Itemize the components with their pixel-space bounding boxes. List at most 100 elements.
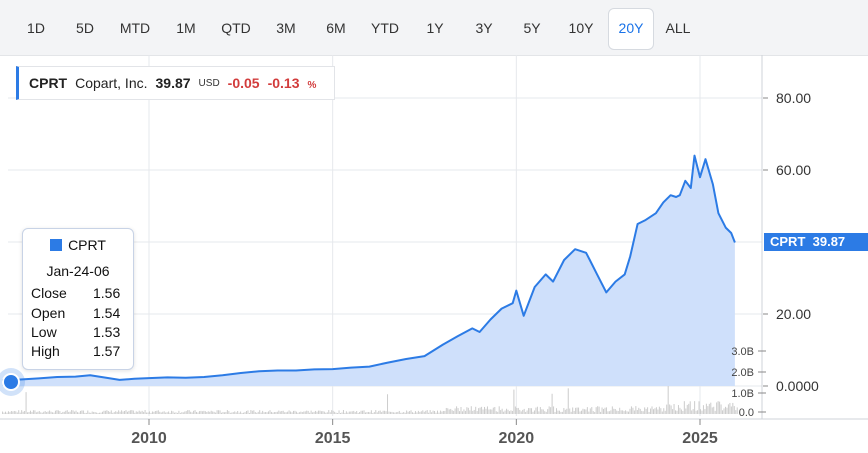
- volume-tick-label: 3.0B: [731, 346, 754, 358]
- volume-bar: [18, 410, 20, 414]
- volume-bar: [87, 410, 89, 414]
- volume-bar: [576, 407, 578, 414]
- volume-bar: [488, 409, 490, 414]
- volume-bar: [194, 410, 196, 414]
- range-button-1m[interactable]: 1M: [176, 20, 196, 36]
- volume-bar: [660, 408, 662, 414]
- volume-bar: [551, 393, 553, 414]
- volume-bar: [516, 407, 518, 414]
- volume-bar: [263, 412, 265, 414]
- volume-bar: [412, 412, 414, 414]
- volume-bar: [207, 411, 209, 414]
- range-button-all[interactable]: ALL: [665, 20, 691, 36]
- volume-bar: [273, 412, 275, 414]
- volume-bar: [162, 411, 164, 414]
- volume-bar: [223, 412, 225, 414]
- volume-bar: [378, 410, 380, 414]
- volume-bar: [363, 410, 365, 414]
- volume-bar: [298, 412, 300, 414]
- volume-bar: [705, 403, 707, 414]
- volume-bar: [160, 412, 162, 414]
- volume-tick-label: 0.0: [739, 407, 754, 419]
- quote-company-name: Copart, Inc.: [75, 75, 148, 91]
- volume-bar: [432, 410, 434, 414]
- volume-bar: [542, 409, 544, 414]
- volume-bar: [196, 411, 198, 414]
- volume-bar: [19, 412, 21, 414]
- range-button-qtd[interactable]: QTD: [221, 20, 251, 36]
- x-tick-label: 2020: [499, 430, 535, 447]
- x-tick-label: 2025: [682, 430, 718, 447]
- volume-bar: [317, 410, 319, 414]
- volume-bar: [478, 408, 480, 414]
- last-price-tag: CPRT 39.87: [764, 233, 868, 251]
- volume-bar: [131, 410, 133, 414]
- volume-bar: [561, 411, 563, 414]
- range-button-1y[interactable]: 1Y: [426, 20, 444, 36]
- volume-bar: [173, 412, 175, 414]
- range-button-3y[interactable]: 3Y: [475, 20, 493, 36]
- volume-bar: [345, 411, 347, 414]
- volume-bar: [508, 411, 510, 414]
- volume-bar: [122, 411, 124, 414]
- range-button-5d[interactable]: 5D: [76, 20, 94, 36]
- volume-bar: [558, 410, 560, 414]
- volume-bar: [717, 401, 719, 414]
- volume-bar: [344, 412, 346, 414]
- range-button-mtd[interactable]: MTD: [119, 20, 151, 36]
- range-button-20y[interactable]: 20Y: [608, 8, 654, 50]
- volume-bar: [5, 411, 7, 414]
- tooltip-value: 1.54: [93, 305, 121, 321]
- volume-bar: [197, 412, 199, 414]
- quote-percent-sign: %: [307, 80, 317, 91]
- volume-bar: [181, 412, 183, 414]
- volume-bar: [119, 411, 121, 414]
- range-button-10y[interactable]: 10Y: [568, 20, 594, 36]
- volume-bar: [304, 411, 306, 414]
- volume-bar: [151, 411, 153, 414]
- volume-bar: [57, 410, 59, 414]
- volume-bar: [209, 411, 211, 414]
- volume-bar: [589, 408, 591, 414]
- crosshair-cursor-dot[interactable]: [2, 373, 20, 391]
- range-button-1d[interactable]: 1D: [27, 20, 45, 36]
- volume-bar: [569, 408, 571, 414]
- volume-bar: [595, 407, 597, 414]
- range-button-5y[interactable]: 5Y: [523, 20, 541, 36]
- volume-bar: [99, 412, 101, 414]
- volume-bar: [723, 408, 725, 414]
- volume-bar: [276, 411, 278, 414]
- volume-bar: [329, 412, 331, 414]
- volume-bar: [65, 410, 67, 414]
- volume-bar: [107, 411, 109, 414]
- volume-bar: [650, 408, 652, 414]
- volume-bar: [520, 411, 522, 414]
- volume-bar: [469, 410, 471, 414]
- range-button-ytd[interactable]: YTD: [371, 20, 399, 36]
- volume-bar: [213, 411, 215, 414]
- volume-bar: [686, 404, 688, 414]
- volume-bar: [294, 410, 296, 414]
- volume-bar: [479, 407, 481, 414]
- volume-bar: [528, 408, 530, 414]
- volume-bar: [21, 410, 23, 414]
- volume-bar: [695, 410, 697, 414]
- volume-bar: [498, 406, 500, 414]
- volume-bar: [303, 411, 305, 414]
- volume-bar: [41, 412, 43, 414]
- volume-bar: [266, 412, 268, 414]
- quote-change-percent-value: -0.13: [267, 75, 300, 91]
- volume-bar: [100, 412, 102, 414]
- volume-bar: [220, 412, 222, 414]
- volume-bar: [306, 410, 308, 414]
- price-tag-value: 39.87: [812, 234, 846, 249]
- range-button-6m[interactable]: 6M: [326, 20, 346, 36]
- volume-bar: [16, 412, 18, 414]
- volume-bar: [688, 403, 690, 414]
- volume-bar: [438, 412, 440, 414]
- volume-bar: [425, 410, 427, 414]
- volume-bar: [575, 407, 577, 414]
- volume-tick-label: 1.0B: [731, 388, 754, 400]
- range-button-3m[interactable]: 3M: [276, 20, 296, 36]
- volume-bar: [736, 407, 738, 414]
